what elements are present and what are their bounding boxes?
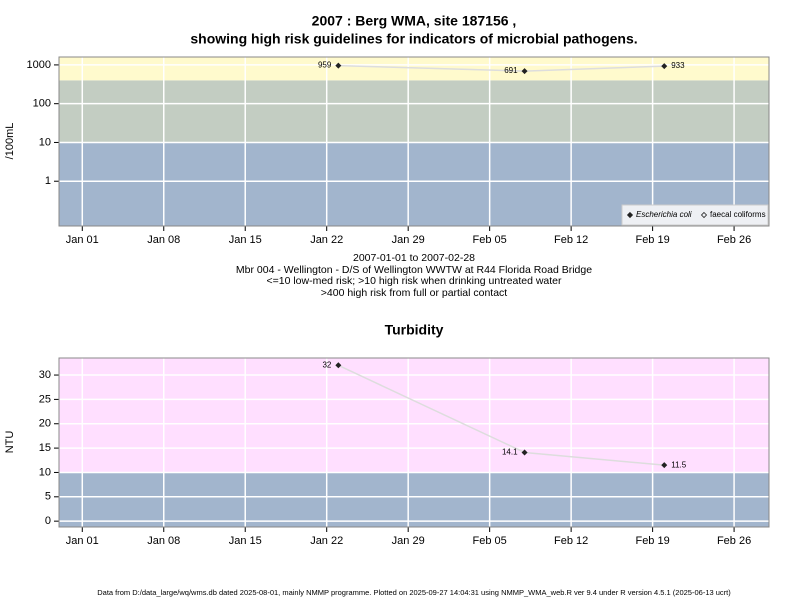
plot-frame (58, 357, 770, 528)
risk-band (59, 80, 769, 143)
x-tick-label: Jan 15 (229, 234, 262, 246)
data-label: 691 (504, 66, 518, 75)
y-tick-label: 15 (39, 442, 51, 454)
footer: Data from D:/data_large/wq/wms.db dated … (97, 588, 731, 597)
title-line: 2007 : Berg WMA, site 187156 , (312, 13, 517, 29)
y-tick-label: 10 (39, 466, 51, 478)
x-tick-label: Jan 22 (310, 234, 343, 246)
x-tick-label: Jan 15 (229, 535, 262, 547)
x-tick-label: Feb 12 (554, 234, 588, 246)
y-tick-label: 1000 (27, 59, 51, 71)
x-tick-label: Feb 26 (717, 234, 751, 246)
legend-box (621, 204, 769, 226)
x-tick-label: Jan 01 (66, 535, 99, 547)
x-tick-label: Jan 29 (392, 234, 425, 246)
title-line: showing high risk guidelines for indicat… (190, 31, 637, 47)
x-tick-label: Feb 19 (635, 234, 669, 246)
risk-band (59, 358, 769, 473)
data-point (521, 68, 528, 75)
plot-frame (58, 56, 770, 227)
data-point (335, 62, 342, 69)
x-tick-label: Feb 05 (473, 234, 507, 246)
x-tick-label: Feb 19 (635, 535, 669, 547)
x-tick-label: Feb 05 (473, 535, 507, 547)
data-label: 32 (322, 360, 331, 369)
y-tick-label: 100 (33, 98, 51, 110)
y-tick-label: 20 (39, 418, 51, 430)
x-tick-label: Jan 08 (147, 234, 180, 246)
y-tick-label: 30 (39, 369, 51, 381)
annotation: Mbr 004 - Wellington - D/S of Wellington… (236, 264, 592, 276)
data-point (335, 362, 342, 369)
legend-marker (700, 211, 708, 219)
data-point (661, 63, 668, 70)
legend-marker (626, 211, 634, 219)
data-label: 14.1 (502, 448, 518, 457)
annotation: 2007-01-01 to 2007-02-28 (353, 252, 475, 264)
legend-label: faecal coliforms (710, 210, 766, 219)
x-tick-label: Feb 26 (717, 535, 751, 547)
x-tick-label: Feb 12 (554, 535, 588, 547)
data-point (661, 462, 668, 469)
x-tick-label: Jan 22 (310, 535, 343, 547)
y-axis-label: /100mL (4, 123, 16, 160)
chart-title: Turbidity (385, 322, 444, 338)
y-tick-label: 5 (45, 491, 51, 503)
y-axis-label: NTU (4, 431, 16, 454)
data-label: 11.5 (671, 460, 687, 469)
risk-band (59, 57, 769, 81)
annotation: <=10 low-med risk; >10 high risk when dr… (266, 275, 562, 287)
x-tick-label: Jan 08 (147, 535, 180, 547)
y-tick-label: 1 (45, 175, 51, 187)
legend-label: Escherichia coli (636, 210, 692, 219)
data-point (521, 449, 528, 456)
y-tick-label: 25 (39, 393, 51, 405)
data-label: 959 (318, 61, 332, 70)
annotation: >400 high risk from full or partial cont… (321, 287, 508, 299)
y-tick-label: 10 (39, 136, 51, 148)
x-tick-label: Jan 29 (392, 535, 425, 547)
y-tick-label: 0 (45, 515, 51, 527)
data-label: 933 (671, 61, 685, 70)
x-tick-label: Jan 01 (66, 234, 99, 246)
risk-band (59, 472, 769, 527)
